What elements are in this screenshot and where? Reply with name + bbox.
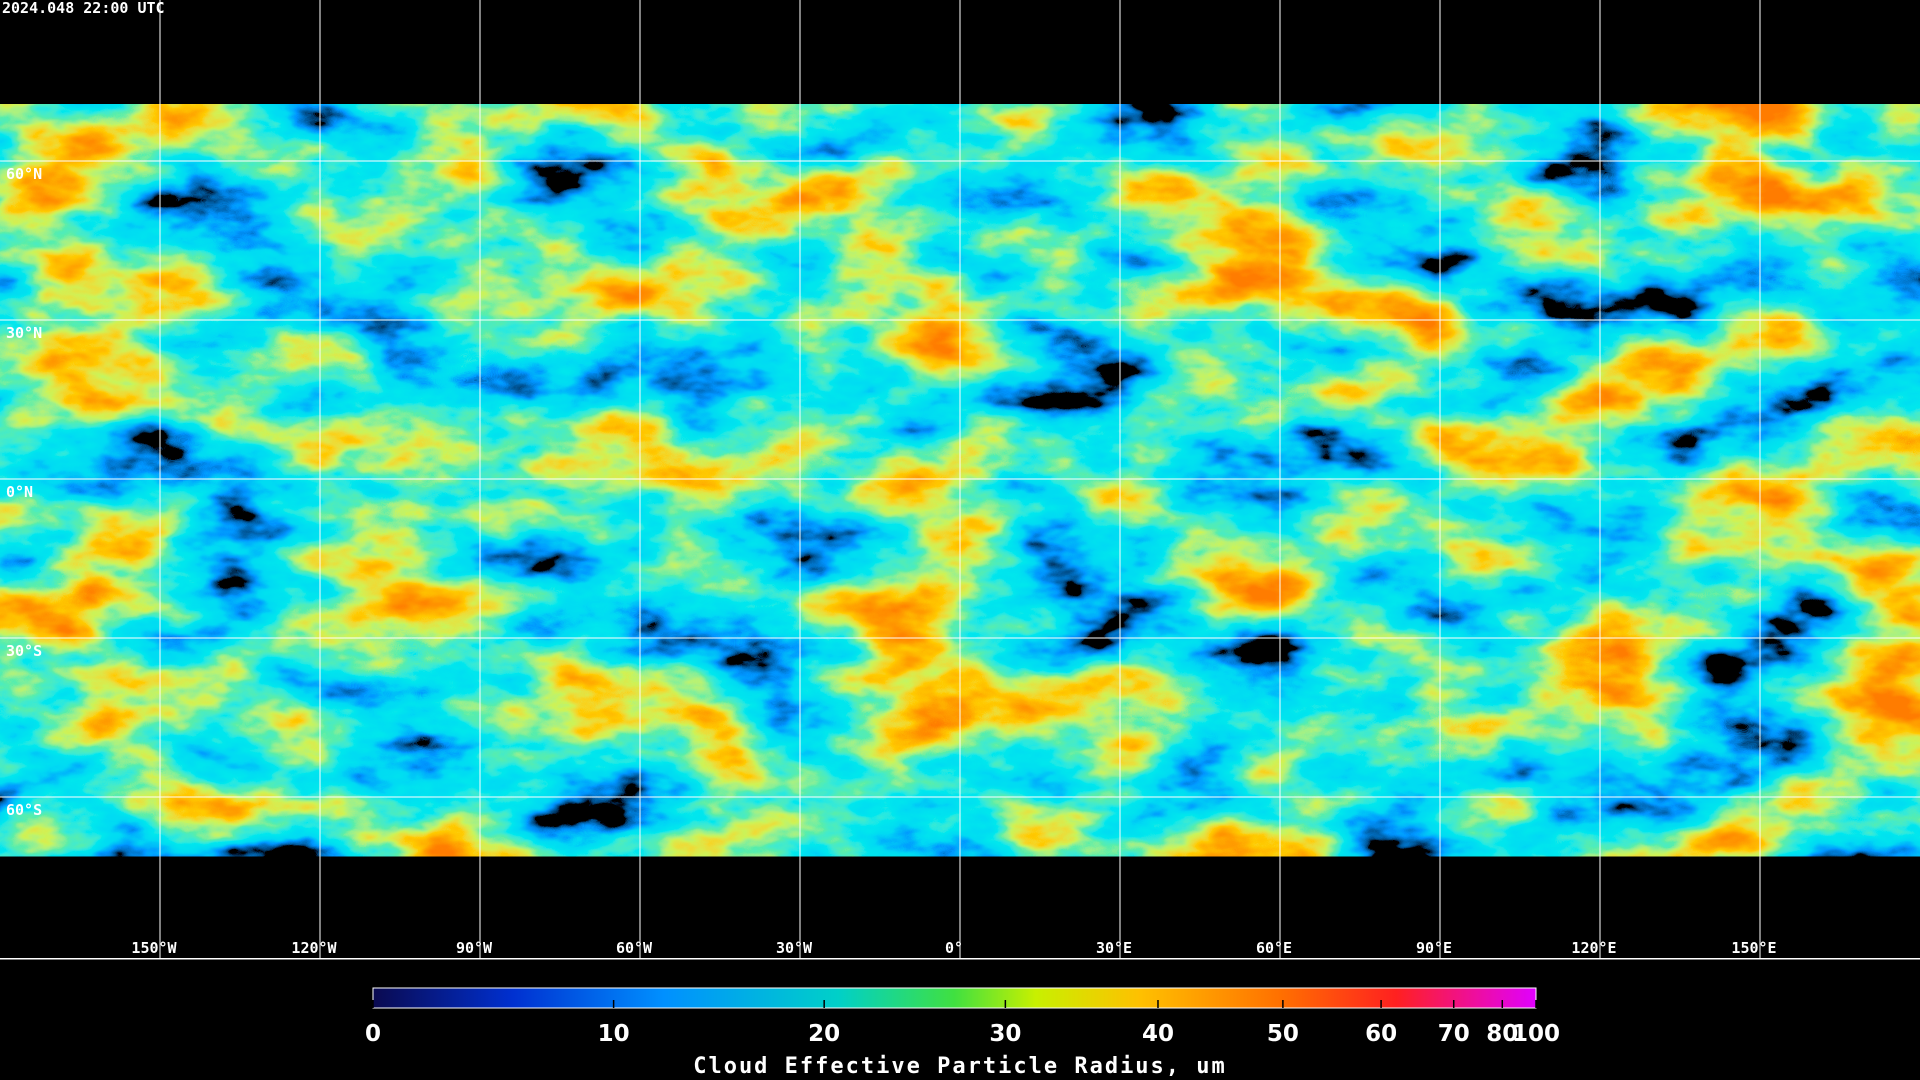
lon-label: 0° [945,939,963,957]
colorbar-tick-label: 10 [598,1021,630,1047]
lon-label: 90°E [1416,939,1452,957]
colorbar-tick-label: 60 [1365,1021,1397,1047]
lon-label: 60°W [616,939,653,957]
lon-label: 90°W [456,939,493,957]
lon-label: 30°E [1096,939,1132,957]
colorbar-tick-label: 100 [1512,1021,1560,1047]
map-border [0,958,1920,960]
lon-label: 60°E [1256,939,1292,957]
lon-label: 120°W [291,939,337,957]
colorbar-tick-label: 0 [365,1021,381,1047]
graticule: 60°N 30°N 0°N 30°S 60°S 150°W 120°W 90°W 60°W 30°… [0,0,1920,958]
lat-label: 0°N [6,483,33,501]
lon-label: 150°E [1731,939,1776,957]
timestamp: 2024.048 22:00 UTC [2,0,165,17]
colorbar-title: Cloud Effective Particle Radius, um [693,1054,1227,1079]
colorbar-tick-label: 20 [808,1021,840,1047]
lat-label: 60°N [6,165,42,183]
colorbar-tick-label: 80 [1486,1021,1518,1047]
lat-label: 60°S [6,801,42,819]
lon-label: 150°W [131,939,177,957]
colorbar-tick-label: 40 [1142,1021,1174,1047]
colorbar-tick-label: 70 [1438,1021,1470,1047]
colorbar-tick-label: 50 [1267,1021,1299,1047]
lat-label: 30°S [6,642,42,660]
lat-label: 30°N [6,324,42,342]
lon-label: 30°W [776,939,813,957]
colorbar [372,987,1537,1009]
lon-label: 120°E [1571,939,1616,957]
colorbar-tick-label: 30 [989,1021,1021,1047]
